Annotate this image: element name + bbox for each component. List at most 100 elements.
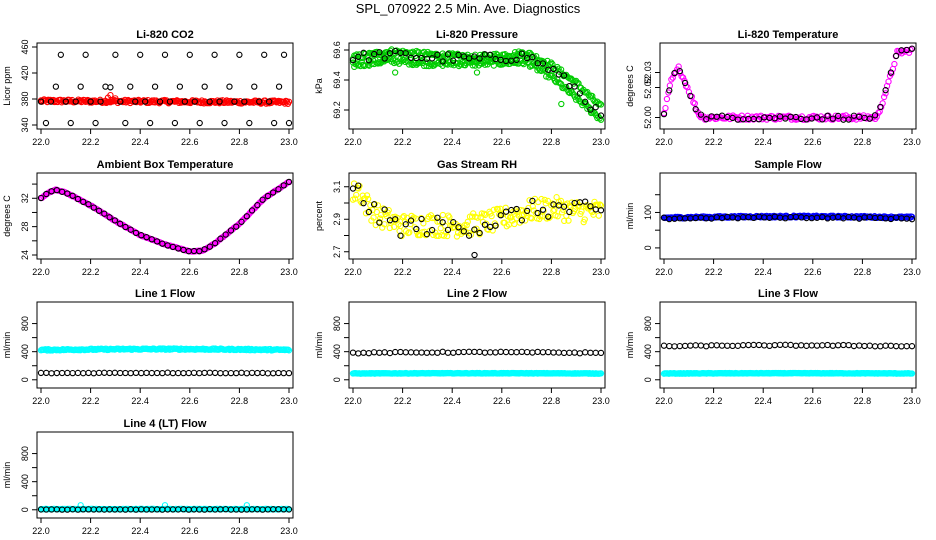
point-series-b — [254, 202, 261, 209]
point-series-b — [206, 243, 214, 250]
x-tick-label: 22.0 — [32, 137, 50, 147]
point-series-b — [37, 369, 45, 377]
point-series-b — [80, 198, 87, 206]
x-tick-label: 22.8 — [854, 137, 872, 147]
point-series-b — [270, 370, 277, 377]
point-series-a — [558, 100, 565, 108]
point-series-a — [365, 195, 372, 203]
y-tick-label: 100 — [643, 205, 653, 220]
point-series-b — [587, 203, 594, 210]
point-series-b — [349, 56, 357, 64]
point-series-b — [739, 342, 747, 349]
point-series-b — [132, 369, 140, 377]
point-series-b — [111, 369, 119, 376]
point-series-b — [280, 182, 287, 189]
point-series-b — [201, 246, 208, 253]
y-tick-label: 420 — [20, 65, 30, 80]
x-tick-label: 22.4 — [443, 137, 461, 147]
y-tick-label: 800 — [20, 316, 30, 331]
point-series-a — [596, 100, 603, 107]
point-series-a — [473, 69, 481, 76]
point-series-b — [487, 51, 494, 58]
point-series-a — [285, 98, 293, 105]
plot-frame — [659, 42, 917, 130]
x-tick-label: 22.0 — [32, 396, 50, 406]
y-tick-label: 69.4 — [332, 71, 342, 89]
panel-7: Line 2 Flow ml/min 22.0 22.2 22.4 22.6 22.8 23.… — [314, 288, 610, 406]
point-series-b — [871, 112, 879, 119]
x-tick-label: 22.8 — [231, 396, 249, 406]
point-series-b — [181, 98, 188, 105]
point-series-a — [285, 347, 293, 354]
point-series-b — [703, 343, 710, 350]
point-series-b — [386, 50, 394, 57]
y-axis-label: percent — [314, 200, 324, 231]
point-series-b — [824, 341, 831, 349]
point-series-b — [37, 194, 45, 202]
point-series-b — [206, 369, 214, 376]
point-series-b — [48, 370, 55, 377]
point-series-a — [485, 57, 492, 65]
point-series-a — [556, 79, 564, 87]
point-series-b — [196, 369, 203, 377]
point-series-b — [450, 219, 457, 226]
point-series-a — [596, 201, 604, 208]
x-tick-label: 22.4 — [754, 137, 772, 147]
point-series-b — [455, 348, 462, 356]
y-axis-label: ml/min — [2, 462, 12, 489]
point-series-b — [360, 49, 367, 56]
point-series-b — [893, 52, 900, 60]
point-series-a — [691, 100, 698, 107]
point-series-b — [80, 370, 87, 377]
point-series-a — [446, 214, 453, 221]
y-axis-label: ml/min — [625, 203, 635, 230]
point-series-b — [42, 119, 50, 127]
x-tick-label: 23.0 — [280, 396, 298, 406]
point-series-b — [58, 188, 66, 195]
x-tick-label: 22.2 — [705, 267, 723, 277]
point-series-b — [85, 201, 92, 208]
point-series-a — [595, 212, 602, 219]
point-series-b — [92, 119, 99, 127]
point-series-b — [413, 225, 420, 233]
point-series-b — [227, 227, 235, 234]
point-series-b — [256, 98, 263, 105]
panel-5: Sample Flow ml/min 22.0 22.2 22.4 22.6 22.8 23.… — [625, 159, 921, 277]
point-series-b — [523, 207, 531, 215]
x-tick-label: 22.8 — [854, 267, 872, 277]
point-series-b — [518, 348, 526, 355]
point-series-b — [681, 342, 689, 350]
point-series-b — [137, 51, 144, 58]
point-series-a — [891, 60, 898, 68]
point-series-b — [666, 87, 673, 94]
point-series-a — [481, 211, 489, 219]
x-tick-label: 22.0 — [344, 396, 362, 406]
panel-title: Line 2 Flow — [447, 288, 507, 300]
point-series-b — [95, 207, 103, 214]
y-tick-label: 400 — [643, 344, 653, 359]
point-series-b — [481, 349, 489, 356]
point-series-b — [434, 51, 441, 58]
point-series-b — [248, 369, 256, 377]
point-series-a — [474, 214, 481, 221]
y-tick-label: 3.1 — [332, 180, 342, 193]
point-series-b — [180, 369, 187, 377]
point-series-b — [545, 348, 552, 356]
panel-0: Li-820 CO2 Licor ppm 22.0 22.2 22.4 22.6 22.8 2… — [2, 29, 298, 147]
point-series-b — [439, 219, 446, 226]
point-series-b — [676, 342, 683, 350]
point-series-a — [873, 113, 880, 120]
panel-2: Li-820 Temperature degrees C 22.0 22.2 22.4 2… — [625, 29, 921, 147]
point-series-b — [166, 98, 174, 105]
point-series-a — [548, 59, 555, 66]
y-tick-label: 0 — [643, 245, 653, 250]
point-series-b — [866, 115, 873, 122]
y-axis-label: kPa — [314, 78, 324, 94]
point-series-b — [138, 369, 145, 377]
point-series-a — [704, 114, 712, 121]
point-series-b — [819, 342, 826, 349]
point-series-a — [353, 191, 360, 199]
point-series-b — [117, 98, 124, 105]
point-series-b — [539, 349, 547, 356]
point-series-a — [104, 94, 112, 101]
